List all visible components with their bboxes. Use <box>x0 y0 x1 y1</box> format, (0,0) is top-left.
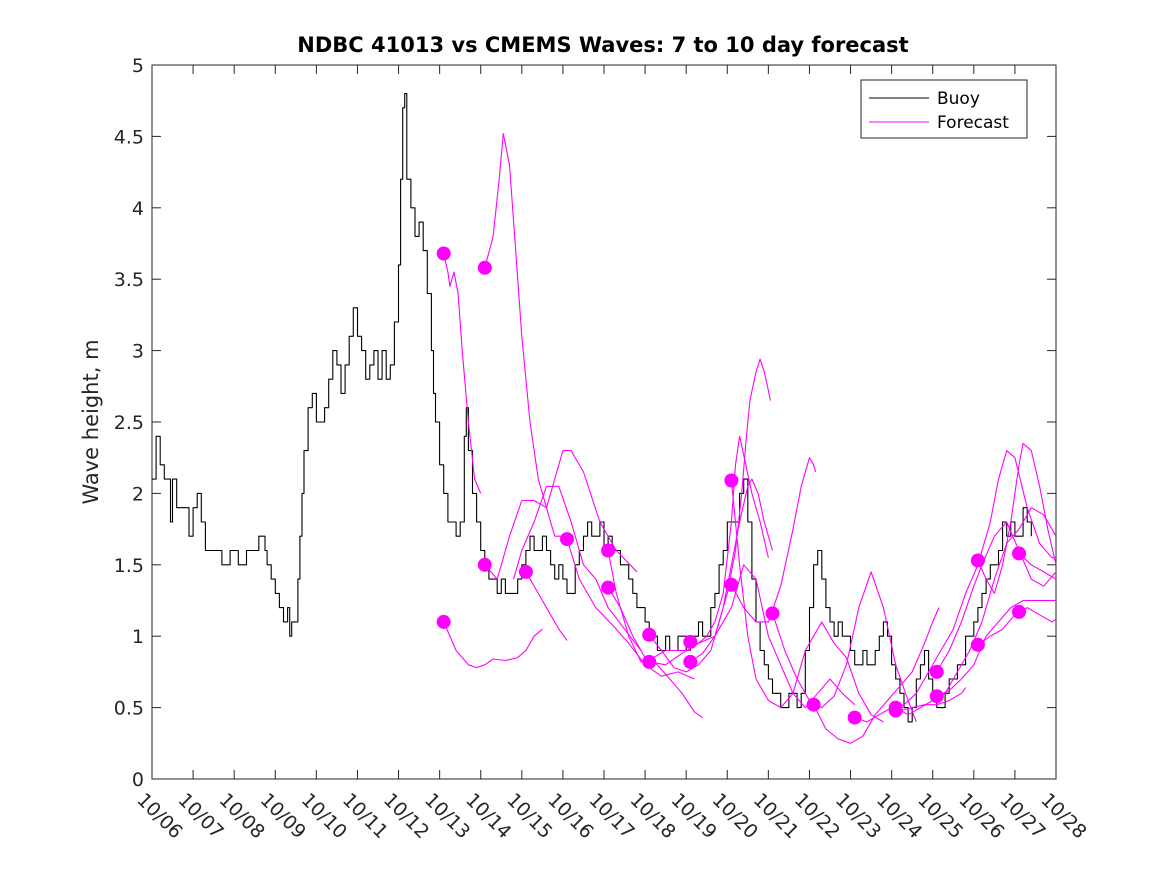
y-tick-label: 0 <box>132 769 144 791</box>
forecast-start-marker <box>642 627 657 642</box>
forecast-start-marker <box>560 532 574 547</box>
y-tick-label: 4.5 <box>114 126 144 148</box>
forecast-series-line-4 <box>484 450 638 580</box>
series-layer <box>152 93 1057 744</box>
forecast-series-line-25 <box>899 687 967 712</box>
forecast-series-line-10 <box>648 358 771 673</box>
chart-title: NDBC 41013 vs CMEMS Waves: 7 to 10 day f… <box>297 33 908 57</box>
legend-buoy-label: Buoy <box>937 89 980 109</box>
forecast-series-line-22 <box>977 442 1057 594</box>
forecast-series-line-20 <box>936 521 1057 673</box>
forecast-start-marker <box>1012 546 1026 561</box>
forecast-start-marker <box>1012 604 1026 619</box>
forecast-series-line-15 <box>730 457 817 623</box>
forecast-start-marker <box>436 614 451 629</box>
forecast-series-line-24 <box>1018 552 1057 580</box>
forecast-series-line-14 <box>730 480 884 723</box>
forecast-start-marker <box>436 246 451 261</box>
forecast-start-marker <box>724 577 739 592</box>
forecast-start-marker <box>970 637 985 652</box>
forecast-start-marker <box>888 703 903 718</box>
axes-frame <box>151 64 1057 780</box>
forecast-series-line-7 <box>566 538 695 680</box>
legend-forecast-label: Forecast <box>937 113 1009 133</box>
y-axis: 0 0.5 1 1.5 2 2.5 3 3.5 4 4.5 5 <box>114 55 1056 791</box>
forecast-start-marker <box>765 606 780 621</box>
forecast-start-marker <box>477 260 492 275</box>
marker-layer <box>436 246 1026 725</box>
forecast-series-line-11 <box>690 435 769 644</box>
y-tick-label: 3.5 <box>114 269 144 291</box>
forecast-series-line-21 <box>936 599 1056 697</box>
y-tick-label: 0.5 <box>114 698 144 720</box>
y-tick-label: 1 <box>132 626 144 648</box>
y-axis-label: Wave height, m <box>79 339 103 504</box>
forecast-series-line-17 <box>813 607 940 744</box>
forecast-series-line-9 <box>607 587 703 719</box>
forecast-start-marker <box>642 654 657 669</box>
forecast-series-line-12 <box>689 478 774 663</box>
plot-area <box>151 64 1057 780</box>
legend: Buoy Forecast <box>860 79 1028 139</box>
forecast-start-marker <box>601 580 616 595</box>
forecast-start-marker <box>847 710 862 725</box>
forecast-series-line-5 <box>525 571 568 641</box>
forecast-series-line-6 <box>513 485 642 651</box>
forecast-series-line-2 <box>484 132 563 537</box>
legend-box <box>860 79 1028 139</box>
forecast-start-marker <box>929 664 944 679</box>
forecast-start-marker <box>683 634 698 649</box>
forecast-start-marker <box>683 654 698 669</box>
forecast-start-marker <box>970 553 985 568</box>
forecast-start-marker <box>806 697 821 712</box>
forecast-start-marker <box>724 473 739 488</box>
y-tick-label: 1.5 <box>114 555 144 577</box>
forecast-series-line-1 <box>443 253 482 494</box>
forecast-series-line-16 <box>771 571 917 723</box>
y-tick-label: 5 <box>132 55 144 77</box>
y-tick-label: 4 <box>132 198 144 220</box>
buoy-series-line <box>152 93 1032 723</box>
forecast-start-marker <box>601 543 616 558</box>
forecast-series-line-19 <box>895 507 1057 716</box>
forecast-start-marker <box>929 689 944 704</box>
forecast-series-line-3 <box>443 621 543 669</box>
y-tick-label: 2.5 <box>114 412 144 434</box>
forecast-start-marker <box>518 564 533 579</box>
y-tick-label: 3 <box>132 341 144 363</box>
y-tick-label: 2 <box>132 483 144 505</box>
forecast-start-marker <box>477 557 492 572</box>
